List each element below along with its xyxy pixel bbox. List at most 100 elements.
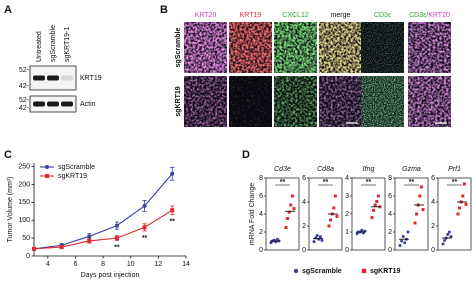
panel-label: D <box>242 149 250 161</box>
x-tick-label: 6 <box>74 261 78 268</box>
y-tick-label: 1 <box>345 229 349 236</box>
y-tick-label: 6 <box>388 193 392 200</box>
legend-marker <box>361 268 367 274</box>
point <box>370 216 374 220</box>
point <box>318 235 322 239</box>
point <box>170 208 175 213</box>
x-tick-label: 8 <box>101 261 105 268</box>
mw-marker: 52- <box>19 97 30 104</box>
point <box>315 234 319 238</box>
point <box>170 171 175 176</box>
x-tick-label: 12 <box>154 261 162 268</box>
y-tick-label: 2 <box>302 223 306 230</box>
point <box>114 236 119 241</box>
y-tick-label: 4 <box>345 175 349 182</box>
mw-marker: 42- <box>19 105 30 112</box>
y-tick-label: 4 <box>388 211 392 218</box>
x-tick-label: 4 <box>46 261 50 268</box>
point <box>400 239 404 243</box>
band-label: Actin <box>80 101 96 108</box>
point <box>421 208 425 211</box>
point <box>406 230 410 234</box>
significance: ** <box>366 179 372 186</box>
panel-label: B <box>160 4 168 16</box>
point <box>360 228 364 232</box>
column-label-part: KRT19 <box>240 12 262 19</box>
y-tick-label: 6 <box>302 175 306 182</box>
point <box>464 202 468 206</box>
plot-frame <box>351 177 386 251</box>
y-tick-label: 150 <box>18 199 30 206</box>
point <box>327 224 331 228</box>
blot-band <box>33 101 45 107</box>
blot-band <box>61 75 73 81</box>
blot-band <box>61 101 73 107</box>
point <box>287 210 291 214</box>
blot-band <box>47 101 59 107</box>
significance: ** <box>323 179 329 186</box>
point <box>461 194 465 198</box>
y-axis-label: mRNA Fold Change <box>249 183 256 245</box>
legend-label: sgKRT19 <box>58 173 87 180</box>
legend-label: sgScramble <box>58 164 95 171</box>
y-tick-label: 8 <box>388 175 392 182</box>
y-tick-label: 6 <box>259 193 263 200</box>
point <box>333 194 337 198</box>
plot-frame <box>437 177 472 251</box>
point <box>441 242 445 246</box>
significance: ** <box>280 179 286 186</box>
blot-band <box>33 75 45 81</box>
point <box>329 218 333 222</box>
subplot-title: Cd3e <box>274 166 291 173</box>
column-label: CD3ε <box>374 12 391 19</box>
lane-label: sgKRT19-1 <box>64 27 71 62</box>
point <box>292 207 296 211</box>
point <box>142 203 147 208</box>
legend-marker <box>45 165 49 169</box>
y-tick-label: 0 <box>259 247 263 254</box>
y-tick-label: 200 <box>18 181 30 188</box>
point <box>456 212 460 216</box>
series-line <box>33 173 173 250</box>
y-axis-label: Tumor Volume (mm³) <box>7 177 14 243</box>
image-tile <box>361 22 404 73</box>
point <box>320 238 324 242</box>
y-tick-label: 100 <box>18 217 30 224</box>
image-tile <box>408 76 451 127</box>
y-tick-label: 4 <box>259 211 263 218</box>
y-tick-label: 3 <box>345 193 349 200</box>
significance: ** <box>409 179 415 186</box>
subplot-title: Prf1 <box>448 166 461 173</box>
column-label-part: CXCL12 <box>282 12 309 19</box>
mw-marker: 42- <box>19 83 30 90</box>
y-tick-label: 0 <box>431 247 435 254</box>
point <box>87 234 92 239</box>
legend-label: sgKRT19 <box>370 268 400 275</box>
annotation: ** <box>114 244 120 251</box>
point <box>413 221 417 225</box>
image-tile <box>319 76 362 127</box>
panel-label: C <box>4 149 12 161</box>
image-tile <box>274 76 317 127</box>
lane-label: Untreated <box>36 31 43 62</box>
point <box>415 212 419 216</box>
point <box>462 182 466 186</box>
column-label: CXCL12 <box>282 12 309 19</box>
point <box>418 194 422 198</box>
point <box>312 240 316 244</box>
point <box>419 185 423 189</box>
y-tick-label: 50 <box>22 235 30 242</box>
image-tile <box>319 22 362 73</box>
image-tile <box>408 22 451 73</box>
point <box>458 206 462 210</box>
subplot-title: Cd8a <box>317 166 334 173</box>
series-line <box>33 209 173 250</box>
point <box>372 208 376 212</box>
y-tick-label: 4 <box>431 199 435 206</box>
band-label: KRT19 <box>80 75 102 82</box>
column-label: KRT19 <box>240 12 262 19</box>
point <box>398 244 402 247</box>
point <box>142 225 147 230</box>
row-label: sgScramble <box>175 28 182 68</box>
